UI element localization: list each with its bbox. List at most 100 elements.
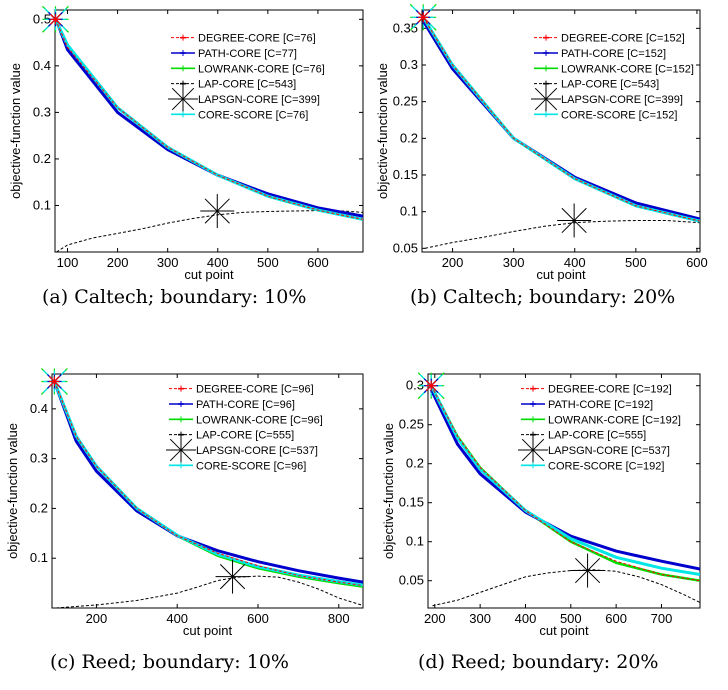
x-tick-label: 400 xyxy=(207,255,229,270)
legend-item-5: CORE-SCORE [C=96] xyxy=(169,460,306,472)
legend-item-4: LAPSGN-CORE [C=537] xyxy=(166,435,318,465)
series-line-0 xyxy=(53,381,363,587)
y-tick-label: 0.5 xyxy=(33,11,51,26)
y-tick-label: 0.25 xyxy=(393,94,418,109)
series-line-5 xyxy=(429,385,700,576)
series-line-3 xyxy=(424,220,700,249)
x-tick-label: 400 xyxy=(515,611,537,626)
y-tick-label: 0.1 xyxy=(30,550,48,565)
y-tick-label: 0.15 xyxy=(393,167,418,182)
x-tick-label: 200 xyxy=(107,255,129,270)
legend-item-2: LOWRANK-CORE [C=96] xyxy=(169,414,323,426)
x-tick-label: 200 xyxy=(442,255,464,270)
legend: DEGREE-CORE [C=192] PATH-CORE [C=192] LOWR… xyxy=(518,384,681,472)
plot-area xyxy=(52,380,363,608)
legend-label: LOWRANK-CORE [C=152] xyxy=(561,63,694,75)
caption-a: (a) Caltech; boundary: 10% xyxy=(42,286,307,308)
x-tick-label: 200 xyxy=(424,611,446,626)
legend-item-5: CORE-SCORE [C=192] xyxy=(521,460,664,472)
start-marker xyxy=(417,11,429,23)
y-tick-label: 0.4 xyxy=(33,58,51,73)
legend-item-3: LAP-CORE [C=543] xyxy=(171,79,296,91)
y-axis-label: objective-function value xyxy=(375,63,390,199)
legend-item-2: LOWRANK-CORE [C=76] xyxy=(171,63,325,75)
legend-item-1: PATH-CORE [C=152] xyxy=(534,48,666,60)
lapsgn-marker xyxy=(570,553,605,588)
legend-label: LAPSGN-CORE [C=399] xyxy=(198,94,320,106)
series-line-0 xyxy=(430,385,700,582)
legend-label: PATH-CORE [C=96] xyxy=(196,399,295,411)
x-tick-label: 400 xyxy=(564,255,586,270)
legend-label: CORE-SCORE [C=96] xyxy=(196,460,306,472)
caption-b: (b) Caltech; boundary: 20% xyxy=(410,286,676,308)
legend-label: LAP-CORE [C=543] xyxy=(561,79,659,91)
x-tick-label: 600 xyxy=(605,611,627,626)
chart-2: 200 400 600 800 0.1 0.2 0.3 0.4 cut point objecti… xyxy=(5,368,364,638)
legend-label: LOWRANK-CORE [C=76] xyxy=(198,63,325,75)
y-tick-label: 0.2 xyxy=(33,151,51,166)
x-tick-label: 700 xyxy=(651,611,673,626)
legend-item-0: DEGREE-CORE [C=192] xyxy=(521,384,672,396)
y-tick-label: 0.1 xyxy=(33,197,51,212)
x-tick-label: 600 xyxy=(686,255,708,270)
caption-c: (c) Reed; boundary: 10% xyxy=(50,651,289,673)
legend-item-0: DEGREE-CORE [C=76] xyxy=(171,33,316,45)
legend-item-0: DEGREE-CORE [C=152] xyxy=(534,33,685,45)
start-marker xyxy=(48,376,60,387)
legend-label: LAP-CORE [C=543] xyxy=(198,79,296,91)
y-tick-label: 0.3 xyxy=(33,104,51,119)
lapsgn-marker xyxy=(200,194,235,229)
y-tick-label: 0.2 xyxy=(406,456,424,471)
legend-item-2: LOWRANK-CORE [C=152] xyxy=(534,63,694,75)
x-tick-label: 800 xyxy=(328,611,350,626)
y-axis-label: objective-function value xyxy=(5,423,20,559)
y-tick-label: 0.05 xyxy=(399,573,424,588)
x-tick-label: 300 xyxy=(157,255,179,270)
legend: DEGREE-CORE [C=96] PATH-CORE [C=96] LOWRAN… xyxy=(166,384,323,472)
legend-label: DEGREE-CORE [C=96] xyxy=(196,384,314,396)
y-tick-label: 0.35 xyxy=(393,20,418,35)
legend-item-4: LAPSGN-CORE [C=537] xyxy=(518,435,670,465)
legend-label: CORE-SCORE [C=76] xyxy=(198,109,308,121)
x-tick-label: 100 xyxy=(57,255,79,270)
legend-item-5: CORE-SCORE [C=152] xyxy=(534,109,677,121)
series-line-0 xyxy=(55,19,363,220)
legend-label: CORE-SCORE [C=192] xyxy=(548,460,664,472)
x-axis-label: cut point xyxy=(539,623,589,638)
y-tick-label: 0.1 xyxy=(400,204,418,219)
legend-label: LAPSGN-CORE [C=537] xyxy=(548,445,670,457)
y-tick-label: 0.2 xyxy=(400,130,418,145)
y-tick-label: 0.05 xyxy=(393,240,418,255)
x-tick-label: 400 xyxy=(166,611,188,626)
chart-1: 200 300 400 500 600 0.05 0.1 0.15 0.2 0.25 0.3 0.35… xyxy=(375,3,708,282)
y-tick-label: 0.3 xyxy=(400,57,418,72)
legend-label: DEGREE-CORE [C=76] xyxy=(198,33,316,45)
series-line-0 xyxy=(422,17,700,222)
legend-label: LAP-CORE [C=555] xyxy=(548,430,646,442)
chart-3: 200 300 400 500 600 700 0.05 0.1 0.15 0.2 0.25 0.3 c… xyxy=(381,372,701,638)
y-axis-label: objective-function value xyxy=(8,63,23,199)
legend-label: LAPSGN-CORE [C=399] xyxy=(561,94,683,106)
plot-frame xyxy=(54,9,364,253)
legend-label: CORE-SCORE [C=152] xyxy=(561,109,677,121)
legend-item-2: LOWRANK-CORE [C=192] xyxy=(521,414,681,426)
x-axis-label: cut point xyxy=(184,267,234,282)
x-tick-label: 600 xyxy=(307,255,329,270)
x-tick-label: 600 xyxy=(247,611,269,626)
y-tick-label: 0.15 xyxy=(399,495,424,510)
legend-label: DEGREE-CORE [C=152] xyxy=(561,33,685,45)
legend-item-1: PATH-CORE [C=96] xyxy=(169,399,295,411)
x-axis-label: cut point xyxy=(183,623,233,638)
plot-frame xyxy=(427,373,701,609)
plot-frame xyxy=(51,373,364,609)
legend-label: PATH-CORE [C=192] xyxy=(548,399,653,411)
y-tick-label: 0.3 xyxy=(30,451,48,466)
start-marker xyxy=(425,380,437,392)
legend: DEGREE-CORE [C=76] PATH-CORE [C=77] LOWRAN… xyxy=(168,33,325,121)
series-line-3 xyxy=(56,210,363,252)
legend: DEGREE-CORE [C=152] PATH-CORE [C=152] LOWR… xyxy=(531,33,694,121)
legend-item-3: LAP-CORE [C=555] xyxy=(169,430,294,442)
legend-item-5: CORE-SCORE [C=76] xyxy=(171,109,308,121)
legend-item-1: PATH-CORE [C=192] xyxy=(521,399,653,411)
